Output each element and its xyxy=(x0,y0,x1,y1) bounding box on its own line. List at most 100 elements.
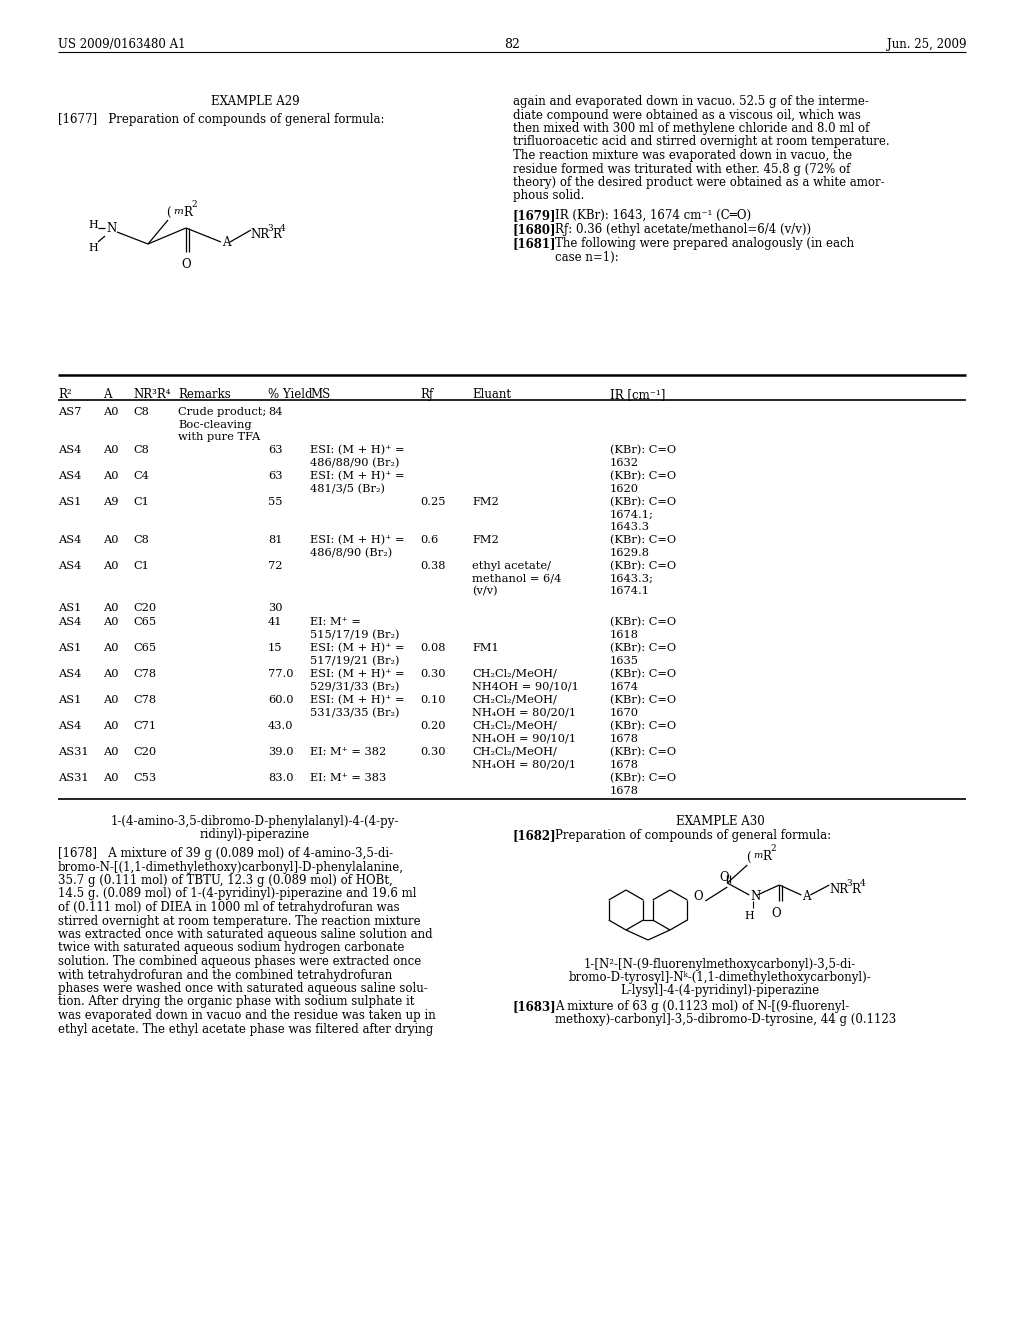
Text: 39.0: 39.0 xyxy=(268,747,294,756)
Text: 515/17/19 (Br₂): 515/17/19 (Br₂) xyxy=(310,630,399,640)
Text: Crude product;: Crude product; xyxy=(178,407,266,417)
Text: phous solid.: phous solid. xyxy=(513,190,585,202)
Text: A0: A0 xyxy=(103,747,119,756)
Text: 3: 3 xyxy=(846,879,852,888)
Text: (: ( xyxy=(746,851,751,865)
Text: 41: 41 xyxy=(268,616,283,627)
Text: was evaporated down in vacuo and the residue was taken up in: was evaporated down in vacuo and the res… xyxy=(58,1008,436,1022)
Text: 2: 2 xyxy=(770,843,776,853)
Text: FM2: FM2 xyxy=(472,498,499,507)
Text: of (0.111 mol) of DIEA in 1000 ml of tetrahydrofuran was: of (0.111 mol) of DIEA in 1000 ml of tet… xyxy=(58,902,399,913)
Text: N: N xyxy=(751,890,761,903)
Text: [1681]: [1681] xyxy=(513,238,556,249)
Text: 529/31/33 (Br₂): 529/31/33 (Br₂) xyxy=(310,681,399,692)
Text: A0: A0 xyxy=(103,407,119,417)
Text: R: R xyxy=(272,228,281,242)
Text: The following were prepared analogously (in each: The following were prepared analogously … xyxy=(555,238,854,249)
Text: 60.0: 60.0 xyxy=(268,696,294,705)
Text: 84: 84 xyxy=(268,407,283,417)
Text: ridinyl)-piperazine: ridinyl)-piperazine xyxy=(200,828,310,841)
Text: A mixture of 63 g (0.1123 mol) of N-[(9-fluorenyl-: A mixture of 63 g (0.1123 mol) of N-[(9-… xyxy=(555,1001,849,1012)
Text: 14.5 g. (0.089 mol) of 1-(4-pyridinyl)-piperazine and 19.6 ml: 14.5 g. (0.089 mol) of 1-(4-pyridinyl)-p… xyxy=(58,887,417,900)
Text: FM2: FM2 xyxy=(472,535,499,545)
Text: C65: C65 xyxy=(133,643,156,653)
Text: bromo-N-[(1,1-dimethylethoxy)carbonyl]-D-phenylalanine,: bromo-N-[(1,1-dimethylethoxy)carbonyl]-D… xyxy=(58,861,404,874)
Text: 15: 15 xyxy=(268,643,283,653)
Text: 1674: 1674 xyxy=(610,681,639,692)
Text: Preparation of compounds of general formula:: Preparation of compounds of general form… xyxy=(555,829,831,842)
Text: H: H xyxy=(88,220,97,230)
Text: AS1: AS1 xyxy=(58,696,81,705)
Text: 1-(4-amino-3,5-dibromo-D-phenylalanyl)-4-(4-py-: 1-(4-amino-3,5-dibromo-D-phenylalanyl)-4… xyxy=(111,814,399,828)
Text: AS31: AS31 xyxy=(58,774,89,783)
Text: methanol = 6/4: methanol = 6/4 xyxy=(472,573,561,583)
Text: MS: MS xyxy=(310,388,331,401)
Text: NR³R⁴: NR³R⁴ xyxy=(133,388,171,401)
Text: was extracted once with saturated aqueous saline solution and: was extracted once with saturated aqueou… xyxy=(58,928,432,941)
Text: US 2009/0163480 A1: US 2009/0163480 A1 xyxy=(58,38,185,51)
Text: (KBr): C=O: (KBr): C=O xyxy=(610,445,676,455)
Text: 4: 4 xyxy=(280,224,286,234)
Text: H: H xyxy=(88,243,97,253)
Text: A: A xyxy=(103,388,112,401)
Text: m: m xyxy=(754,851,763,861)
Text: ethyl acetate/: ethyl acetate/ xyxy=(472,561,551,572)
Text: NR: NR xyxy=(250,228,269,242)
Text: Remarks: Remarks xyxy=(178,388,230,401)
Text: EXAMPLE A30: EXAMPLE A30 xyxy=(676,814,764,828)
Text: 83.0: 83.0 xyxy=(268,774,294,783)
Text: 1635: 1635 xyxy=(610,656,639,665)
Text: A: A xyxy=(803,890,811,903)
Text: O: O xyxy=(720,871,729,884)
Text: 1674.1;: 1674.1; xyxy=(610,510,654,520)
Text: R: R xyxy=(851,883,860,896)
Text: theory) of the desired product were obtained as a white amor-: theory) of the desired product were obta… xyxy=(513,176,885,189)
Text: A0: A0 xyxy=(103,445,119,455)
Text: A0: A0 xyxy=(103,669,119,678)
Text: NH₄OH = 80/20/1: NH₄OH = 80/20/1 xyxy=(472,759,577,770)
Text: R: R xyxy=(183,206,191,219)
Text: 531/33/35 (Br₂): 531/33/35 (Br₂) xyxy=(310,708,399,718)
Text: 486/8/90 (Br₂): 486/8/90 (Br₂) xyxy=(310,548,392,558)
Text: 1678: 1678 xyxy=(610,759,639,770)
Text: ESI: (M + H)⁺ =: ESI: (M + H)⁺ = xyxy=(310,643,404,653)
Text: [1680]: [1680] xyxy=(513,223,556,236)
Text: Rƒ: Rƒ xyxy=(420,388,433,401)
Text: NR: NR xyxy=(829,883,849,896)
Text: 0.30: 0.30 xyxy=(420,747,445,756)
Text: AS4: AS4 xyxy=(58,561,81,572)
Text: AS4: AS4 xyxy=(58,535,81,545)
Text: with pure TFA: with pure TFA xyxy=(178,432,260,442)
Text: A0: A0 xyxy=(103,535,119,545)
Text: [1677]   Preparation of compounds of general formula:: [1677] Preparation of compounds of gener… xyxy=(58,114,384,125)
Text: AS4: AS4 xyxy=(58,471,81,480)
Text: 55: 55 xyxy=(268,498,283,507)
Text: (: ( xyxy=(166,207,171,220)
Text: (KBr): C=O: (KBr): C=O xyxy=(610,471,676,482)
Text: solution. The combined aqueous phases were extracted once: solution. The combined aqueous phases we… xyxy=(58,954,421,968)
Text: 82: 82 xyxy=(504,38,520,51)
Text: (KBr): C=O: (KBr): C=O xyxy=(610,721,676,731)
Text: 481/3/5 (Br₂): 481/3/5 (Br₂) xyxy=(310,483,385,494)
Text: 0.30: 0.30 xyxy=(420,669,445,678)
Text: 81: 81 xyxy=(268,535,283,545)
Text: then mixed with 300 ml of methylene chloride and 8.0 ml of: then mixed with 300 ml of methylene chlo… xyxy=(513,121,869,135)
Text: 1632: 1632 xyxy=(610,458,639,467)
Text: C71: C71 xyxy=(133,721,156,731)
Text: ESI: (M + H)⁺ =: ESI: (M + H)⁺ = xyxy=(310,669,404,680)
Text: 1674.1: 1674.1 xyxy=(610,586,650,597)
Text: R²: R² xyxy=(58,388,72,401)
Text: A0: A0 xyxy=(103,696,119,705)
Text: L-lysyl]-4-(4-pyridinyl)-piperazine: L-lysyl]-4-(4-pyridinyl)-piperazine xyxy=(621,983,819,997)
Text: tion. After drying the organic phase with sodium sulphate it: tion. After drying the organic phase wit… xyxy=(58,995,415,1008)
Text: 1643.3: 1643.3 xyxy=(610,521,650,532)
Text: C65: C65 xyxy=(133,616,156,627)
Text: N: N xyxy=(106,223,117,235)
Text: trifluoroacetic acid and stirred overnight at room temperature.: trifluoroacetic acid and stirred overnig… xyxy=(513,136,890,149)
Text: (KBr): C=O: (KBr): C=O xyxy=(610,561,676,572)
Text: A0: A0 xyxy=(103,643,119,653)
Text: O: O xyxy=(693,891,702,903)
Text: 517/19/21 (Br₂): 517/19/21 (Br₂) xyxy=(310,656,399,665)
Text: The reaction mixture was evaporated down in vacuo, the: The reaction mixture was evaporated down… xyxy=(513,149,852,162)
Text: EI: M⁺ =: EI: M⁺ = xyxy=(310,616,360,627)
